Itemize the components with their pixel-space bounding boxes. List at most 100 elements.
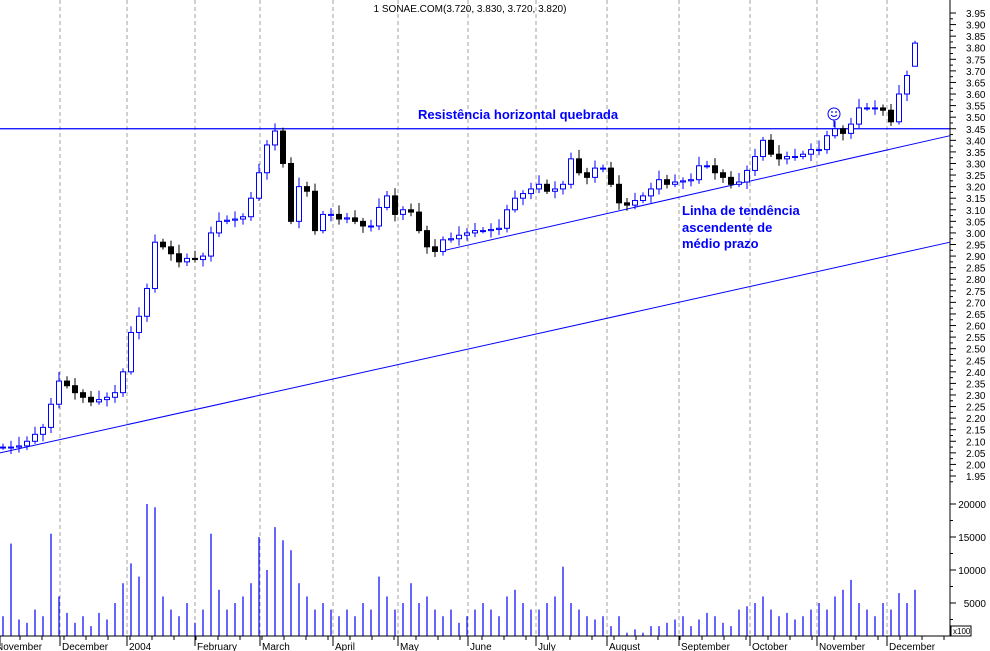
candle-down bbox=[728, 176, 734, 185]
candle-down bbox=[664, 179, 670, 185]
candle-down bbox=[584, 172, 590, 178]
price-tick-label: 2.00 bbox=[966, 460, 986, 471]
candle-up bbox=[528, 188, 534, 195]
candle-up bbox=[488, 228, 494, 232]
candle-up bbox=[296, 186, 302, 222]
price-tick-label: 2.50 bbox=[966, 345, 986, 356]
price-tick-label: 2.95 bbox=[966, 241, 986, 252]
candle-down bbox=[168, 246, 174, 255]
candle-down bbox=[624, 202, 630, 206]
trendlines bbox=[0, 128, 951, 454]
x-tick-label: November bbox=[0, 642, 43, 651]
candle-down bbox=[776, 153, 782, 160]
candle-up bbox=[264, 144, 270, 174]
candle-up bbox=[248, 197, 254, 218]
candle-up bbox=[568, 158, 574, 185]
price-tick-label: 2.20 bbox=[966, 414, 986, 425]
price-tick-label: 3.35 bbox=[966, 148, 986, 159]
candle-up bbox=[16, 445, 22, 448]
candle-down bbox=[712, 165, 718, 174]
candle-up bbox=[208, 232, 214, 257]
candle-down bbox=[840, 128, 846, 134]
candle-down bbox=[64, 380, 70, 387]
price-tick-label: 3.20 bbox=[966, 183, 986, 194]
candle-up bbox=[656, 179, 662, 190]
candle-down bbox=[80, 392, 86, 398]
candle-up bbox=[112, 392, 118, 398]
price-tick-label: 2.45 bbox=[966, 356, 986, 367]
candles bbox=[0, 40, 918, 455]
price-tick-label: 3.85 bbox=[966, 32, 986, 43]
candle-up bbox=[744, 169, 750, 183]
price-tick-label: 3.95 bbox=[966, 9, 986, 20]
candle-up bbox=[672, 181, 678, 185]
candle-up bbox=[256, 172, 262, 199]
price-tick-label: 3.70 bbox=[966, 67, 986, 78]
price-tick-label: 2.05 bbox=[966, 449, 986, 460]
candle-up bbox=[144, 287, 150, 317]
price-tick-label: 3.45 bbox=[966, 125, 986, 136]
candle-up bbox=[552, 188, 558, 192]
price-tick-label: 3.55 bbox=[966, 102, 986, 113]
volume-tick-label: 15000 bbox=[958, 533, 986, 544]
x-tick-label: December bbox=[889, 642, 936, 651]
candle-up bbox=[704, 165, 710, 168]
candle-down bbox=[408, 209, 414, 213]
price-tick-label: 2.65 bbox=[966, 310, 986, 321]
x-tick-label: December bbox=[62, 642, 109, 651]
candle-up bbox=[800, 153, 806, 158]
candle-up bbox=[592, 167, 598, 178]
trend-annotation-line3: médio prazo bbox=[682, 236, 759, 251]
candle-up bbox=[56, 380, 62, 405]
candle-up bbox=[440, 239, 446, 252]
candle-up bbox=[688, 179, 694, 182]
chart-title: 1 SONAE.COM(3.720, 3.830, 3.720, 3.820) bbox=[374, 4, 567, 15]
x-tick-label: November bbox=[819, 642, 866, 651]
candle-up bbox=[272, 130, 278, 146]
resistance-annotation: Resistência horizontal quebrada bbox=[418, 107, 619, 122]
candle-down bbox=[336, 213, 342, 220]
volume-bars bbox=[2, 504, 916, 636]
candle-down bbox=[392, 195, 398, 215]
candle-up bbox=[456, 234, 462, 240]
candle-down bbox=[360, 220, 366, 227]
candle-up bbox=[512, 197, 518, 211]
candle-up bbox=[224, 219, 230, 222]
candle-up bbox=[200, 255, 206, 261]
candle-up bbox=[472, 230, 478, 234]
candle-down bbox=[160, 241, 166, 248]
candle-down bbox=[544, 183, 550, 192]
price-tick-label: 3.60 bbox=[966, 90, 986, 101]
price-tick-label: 3.10 bbox=[966, 206, 986, 217]
long-term-trendline bbox=[0, 241, 951, 454]
candle-up bbox=[400, 209, 406, 215]
candle-down bbox=[432, 246, 438, 252]
price-tick-label: 3.75 bbox=[966, 55, 986, 66]
price-tick-label: 2.15 bbox=[966, 426, 986, 437]
candle-up bbox=[328, 213, 334, 216]
candle-up bbox=[696, 165, 702, 181]
volume-tick-label: 5000 bbox=[964, 599, 987, 610]
candle-up bbox=[40, 426, 46, 435]
candle-down bbox=[608, 167, 614, 185]
volume-tick-label: 10000 bbox=[958, 566, 986, 577]
candle-down bbox=[176, 253, 182, 263]
price-tick-label: 3.25 bbox=[966, 171, 986, 182]
candle-up bbox=[480, 230, 486, 233]
candle-up bbox=[816, 149, 822, 152]
candle-up bbox=[504, 209, 510, 229]
candle-up bbox=[648, 188, 654, 197]
candle-up bbox=[152, 241, 158, 289]
price-tick-label: 3.05 bbox=[966, 217, 986, 228]
candle-up bbox=[832, 128, 838, 137]
candle-up bbox=[184, 257, 190, 263]
price-tick-label: 2.55 bbox=[966, 333, 986, 344]
candle-up bbox=[464, 232, 470, 236]
candle-down bbox=[616, 183, 622, 204]
candle-up bbox=[632, 200, 638, 206]
candle-down bbox=[416, 211, 422, 232]
x-tick-label: 2004 bbox=[129, 642, 152, 651]
candle-up bbox=[120, 371, 126, 394]
x-tick-label: June bbox=[470, 642, 492, 651]
